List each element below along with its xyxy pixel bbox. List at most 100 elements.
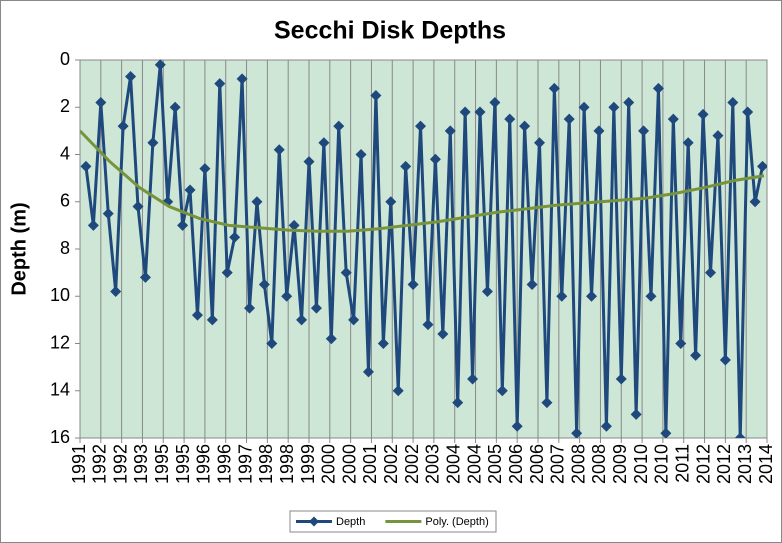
data-point [623,97,635,109]
x-tick-label: 2012 [693,444,713,484]
x-tick-label: 2011 [672,444,692,483]
data-point [355,149,367,160]
data-point [377,338,389,349]
x-tick-label: 1996 [214,444,234,484]
data-point [415,120,427,132]
data-point [489,97,501,109]
x-tick-label: 1996 [194,444,214,484]
data-point [422,319,434,331]
data-point [578,101,590,113]
x-tick-label: 1995 [152,444,172,484]
data-point [437,328,449,340]
y-tick-label: 12 [50,332,70,352]
x-tick-label: 2014 [756,444,776,484]
data-point [429,153,441,165]
chart-title: Secchi Disk Depths [274,17,506,45]
x-tick-label: 2012 [714,444,734,484]
data-point [244,302,256,314]
data-point [704,267,716,279]
series-line [84,64,765,438]
y-tick-label: 8 [60,238,70,258]
data-point [742,106,754,118]
data-point [132,200,144,212]
x-tick-label: 2004 [443,444,463,484]
data-point [645,290,657,302]
data-point [139,271,151,283]
y-tick-label: 6 [60,191,70,211]
data-point [199,163,211,175]
data-point [385,196,397,208]
data-point [757,160,767,172]
data-point [236,73,248,85]
x-tick-label: 1992 [110,444,130,484]
data-point [110,286,122,298]
data-point [177,219,189,231]
plot-layer [80,59,767,438]
data-point [95,97,107,109]
data-point [526,278,538,290]
data-point [400,160,412,172]
data-point [117,120,129,132]
x-tick-label: 1997 [235,444,255,484]
data-point [154,59,166,71]
x-tick-label: 2000 [339,444,359,484]
x-tick-label: 2002 [402,444,422,484]
x-tick-label: 2002 [381,444,401,484]
y-tick-label: 4 [60,143,70,163]
data-point [519,120,531,132]
data-point [325,333,337,345]
data-point [630,408,642,420]
data-point [303,156,315,168]
data-point [638,125,650,137]
data-point [184,184,196,196]
x-tick-label: 1998 [277,444,297,484]
x-tick-label: 1991 [69,444,89,484]
x-tick-label: 2010 [631,444,651,484]
y-axis-title: Depth (m) [8,202,30,295]
data-point [452,397,464,409]
data-point [586,290,598,302]
x-tick-label: 2008 [568,444,588,484]
data-point [571,427,583,438]
y-tick-label: 14 [50,380,70,400]
data-point [229,231,241,243]
legend-label: Poly. (Depth) [425,516,488,528]
data-point [548,82,560,94]
data-point [102,208,114,220]
x-tick-label: 1998 [256,444,276,484]
legend-marker [309,516,319,527]
series-line [80,129,765,233]
y-tick-label: 16 [50,427,70,447]
x-tick-label: 2006 [506,444,526,484]
data-point [563,113,575,125]
y-tick-label: 10 [50,285,70,305]
data-point [407,278,419,290]
data-point [504,113,516,125]
x-tick-label: 2004 [464,444,484,484]
legend-label: Depth [336,516,365,528]
data-point [556,290,568,302]
data-point [348,314,360,326]
data-point [719,354,731,366]
x-tick-label: 1995 [173,444,193,484]
data-point [697,108,709,120]
data-point [481,286,493,298]
data-point [147,137,159,149]
data-point [191,309,203,321]
data-point [467,373,479,385]
data-point [169,101,181,113]
data-point [682,137,694,149]
data-point [727,97,739,109]
x-tick-label: 2013 [735,444,755,484]
x-tick-label: 2007 [548,444,568,484]
data-point [251,196,263,208]
data-point [652,82,664,94]
data-point [206,314,218,326]
data-point [541,397,553,409]
x-tick-label: 2003 [423,444,443,484]
data-point [712,130,724,142]
x-tick-label: 2009 [610,444,630,484]
data-point [734,432,746,438]
data-point [749,196,761,208]
